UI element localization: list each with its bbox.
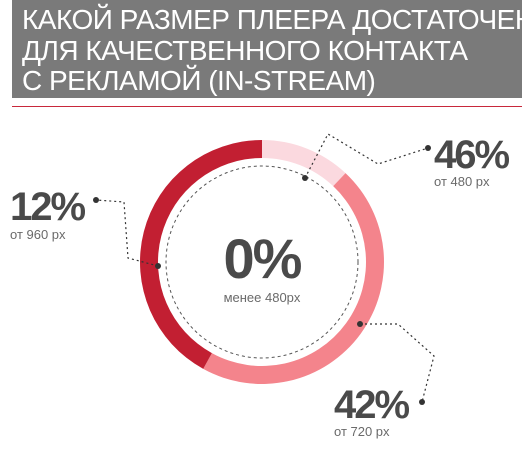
leader-dot-42 (357, 321, 363, 327)
leader-end-dot-42 (419, 399, 425, 405)
leader-dot-46 (302, 175, 308, 181)
title-line-2: ДЛЯ КАЧЕСТВЕННОГО КОНТАКТА (22, 35, 468, 66)
slice-label-720: от 720 px (334, 424, 390, 439)
slice-label-960: от 960 px (10, 227, 66, 242)
donut-slice-42 (140, 140, 262, 369)
data-label-12: 12% (10, 185, 85, 229)
donut-slice-12 (262, 140, 346, 187)
leader-end-dot-12 (93, 197, 99, 203)
data-label-46: 46% (434, 133, 509, 177)
center-value: 0% (224, 227, 302, 290)
title-line-1: КАКОЙ РАЗМЕР ПЛЕЕРА ДОСТАТОЧЕН (22, 4, 522, 35)
header-rule (12, 106, 522, 107)
leader-end-dot-46 (425, 145, 431, 151)
data-label-42: 42% (334, 383, 409, 427)
inner-dashed-ring (165, 165, 359, 359)
leader-line-12 (95, 199, 159, 267)
header-banner (12, 0, 522, 98)
center-label: менее 480px (224, 290, 301, 305)
donut-slice-46 (203, 173, 384, 384)
slice-label-480: от 480 px (434, 174, 490, 189)
title-line-3: С РЕКЛАМОЙ (IN-STREAM) (22, 65, 376, 96)
donut-slices (140, 140, 384, 384)
leader-dot-12 (155, 263, 161, 269)
